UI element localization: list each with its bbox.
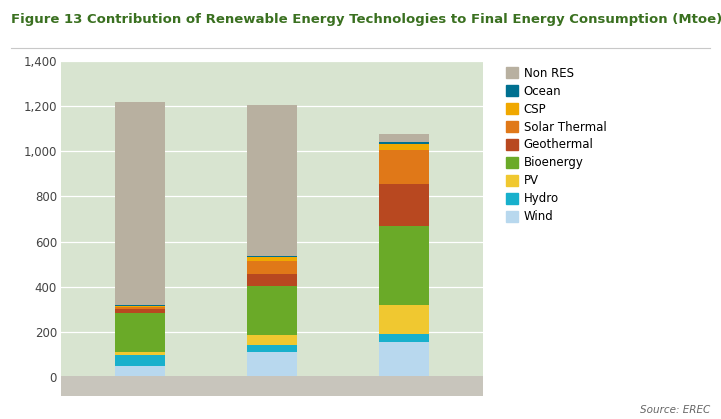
Bar (115, 102, 165, 305)
Bar (247, 335, 297, 345)
Legend: Non RES, Ocean, CSP, Solar Thermal, Geothermal, Bioenergy, PV, Hydro, Wind: Non RES, Ocean, CSP, Solar Thermal, Geot… (506, 67, 606, 223)
Bar (379, 150, 429, 184)
Bar (247, 257, 297, 261)
Bar (379, 226, 429, 305)
Bar (115, 352, 165, 354)
Bar (247, 345, 297, 352)
Bar (115, 309, 165, 313)
Bar (115, 306, 165, 307)
Bar (247, 105, 297, 256)
Bar (379, 142, 429, 145)
Bar (247, 256, 297, 257)
Bar (115, 307, 165, 309)
Text: Figure 13 Contribution of Renewable Energy Technologies to Final Energy Consumpt: Figure 13 Contribution of Renewable Ener… (11, 13, 721, 26)
Bar (379, 305, 429, 334)
Bar (379, 334, 429, 342)
Bar (115, 366, 165, 377)
Bar (247, 352, 297, 377)
Bar (115, 313, 165, 352)
Bar (247, 261, 297, 274)
Bar (379, 342, 429, 377)
Bar (115, 354, 165, 366)
Text: Source: EREC: Source: EREC (640, 405, 710, 415)
Bar (115, 305, 165, 306)
Bar (247, 274, 297, 286)
Bar (379, 134, 429, 142)
Bar (379, 184, 429, 226)
Bar (247, 286, 297, 335)
Bar (379, 145, 429, 150)
